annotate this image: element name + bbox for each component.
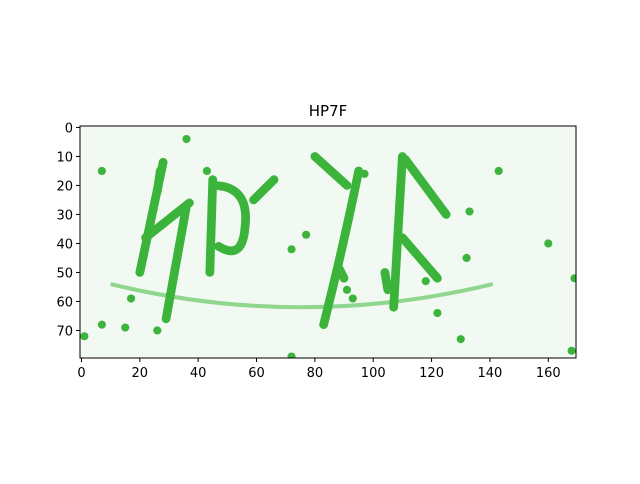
- axes-frame: [79, 125, 577, 359]
- x-tick-label: 120: [419, 366, 444, 381]
- x-tick-label: 140: [478, 366, 503, 381]
- x-tick-label: 100: [361, 366, 386, 381]
- captcha-strokes: [135, 152, 451, 329]
- x-tick-label: 80: [307, 366, 324, 381]
- y-tick-label: 10: [56, 150, 73, 165]
- y-tick-label: 50: [56, 266, 73, 281]
- noise-dots: [80, 134, 576, 358]
- x-tick-label: 160: [536, 366, 561, 381]
- x-tick-label: 20: [132, 366, 149, 381]
- noise-arc: [110, 282, 494, 310]
- y-tick-label: 0: [65, 121, 73, 136]
- y-tick-label: 70: [56, 324, 73, 339]
- chart-title: HP7F: [309, 102, 348, 120]
- y-tick-label: 30: [56, 208, 73, 223]
- x-tick-label: 40: [190, 366, 207, 381]
- x-tick-label: 0: [77, 366, 85, 381]
- captcha-image: [80, 126, 576, 358]
- y-tick-label: 40: [56, 237, 73, 252]
- x-tick-label: 60: [248, 366, 265, 381]
- y-tick-label: 20: [56, 179, 73, 194]
- y-tick-label: 60: [56, 295, 73, 310]
